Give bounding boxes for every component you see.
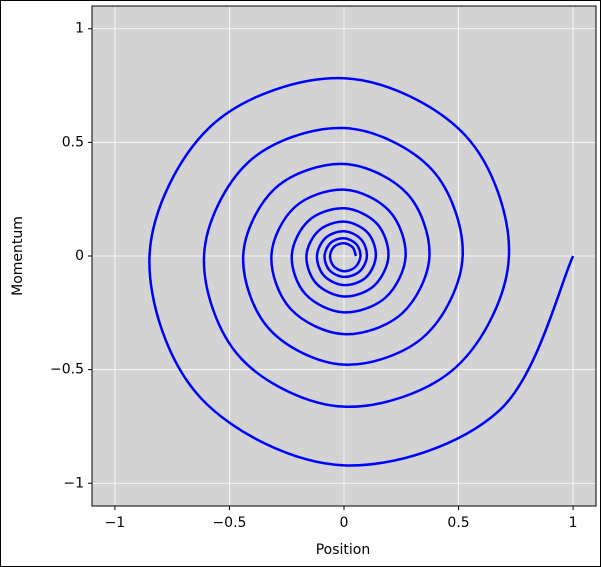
x-tick-label: 1	[569, 515, 578, 531]
y-tick-label: 0	[75, 248, 84, 264]
plot-border	[91, 5, 597, 507]
spiral-line	[148, 76, 575, 467]
x-tick-label: −1	[105, 515, 126, 531]
y-tick-label: −0.5	[50, 362, 84, 378]
y-tick-label: 1	[75, 21, 84, 37]
y-tick-label: −1	[63, 475, 84, 491]
y-tick-label: 0.5	[62, 134, 84, 150]
x-tick-label: 0	[340, 515, 349, 531]
x-tick-label: 0.5	[447, 515, 469, 531]
x-tick-label: −0.5	[212, 515, 246, 531]
x-axis-label: Position	[316, 542, 371, 558]
y-axis-label: Momentum	[10, 216, 26, 296]
